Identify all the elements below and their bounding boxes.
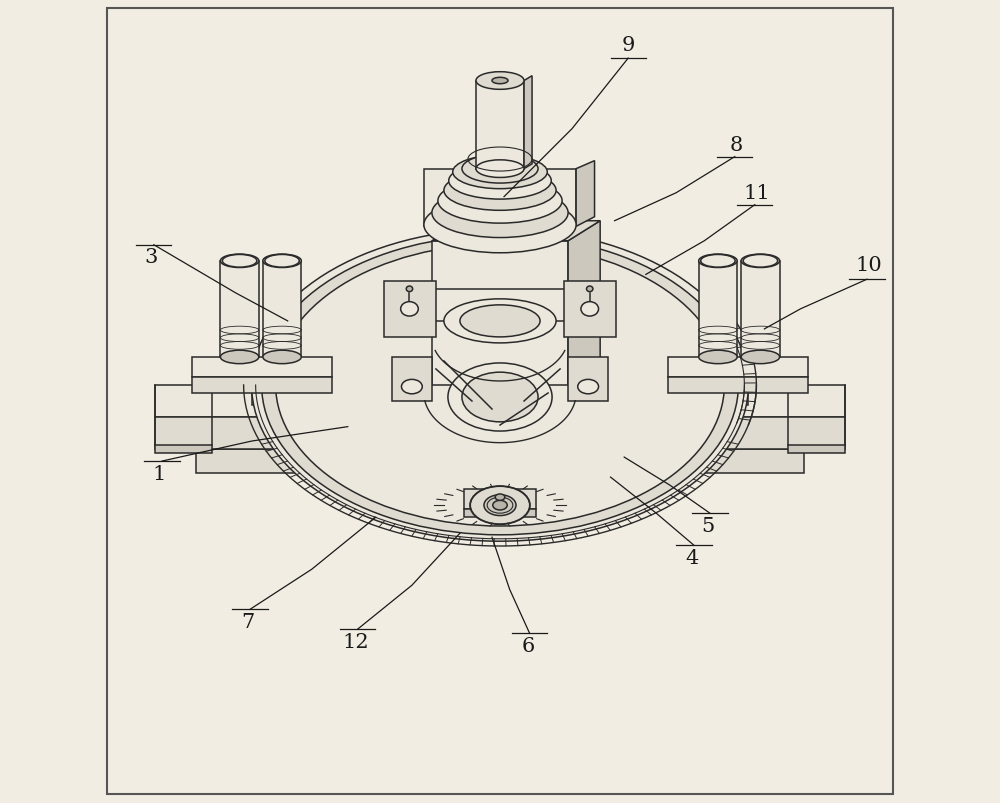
Bar bbox=[699, 262, 737, 357]
Ellipse shape bbox=[444, 171, 556, 211]
Polygon shape bbox=[252, 385, 748, 406]
Ellipse shape bbox=[699, 255, 737, 268]
Polygon shape bbox=[155, 385, 316, 418]
Polygon shape bbox=[444, 510, 556, 517]
Polygon shape bbox=[432, 222, 600, 242]
Ellipse shape bbox=[462, 155, 538, 184]
Ellipse shape bbox=[449, 163, 551, 200]
Ellipse shape bbox=[401, 302, 418, 316]
Text: 6: 6 bbox=[521, 636, 535, 655]
Ellipse shape bbox=[476, 161, 524, 178]
Ellipse shape bbox=[220, 255, 259, 268]
Text: 9: 9 bbox=[622, 36, 635, 55]
Ellipse shape bbox=[587, 287, 593, 292]
Polygon shape bbox=[576, 161, 595, 227]
Polygon shape bbox=[464, 510, 536, 517]
Polygon shape bbox=[192, 357, 332, 377]
Polygon shape bbox=[684, 418, 845, 450]
Ellipse shape bbox=[495, 495, 505, 501]
Text: 8: 8 bbox=[730, 136, 743, 155]
Polygon shape bbox=[196, 450, 804, 474]
Ellipse shape bbox=[699, 351, 737, 365]
Ellipse shape bbox=[460, 305, 540, 337]
Ellipse shape bbox=[743, 255, 778, 267]
Polygon shape bbox=[668, 377, 808, 393]
Polygon shape bbox=[568, 222, 600, 385]
Ellipse shape bbox=[252, 230, 748, 541]
Text: 1: 1 bbox=[153, 464, 166, 483]
Polygon shape bbox=[392, 357, 432, 402]
Bar bbox=[741, 262, 780, 357]
Text: 7: 7 bbox=[241, 612, 254, 631]
Ellipse shape bbox=[470, 487, 530, 524]
Polygon shape bbox=[155, 418, 316, 450]
Polygon shape bbox=[684, 385, 845, 418]
Ellipse shape bbox=[401, 380, 422, 394]
Text: 4: 4 bbox=[686, 548, 699, 567]
Text: 3: 3 bbox=[145, 248, 158, 267]
Ellipse shape bbox=[444, 300, 556, 344]
Ellipse shape bbox=[701, 255, 735, 267]
Ellipse shape bbox=[222, 255, 257, 267]
Polygon shape bbox=[564, 282, 616, 337]
Text: 11: 11 bbox=[743, 184, 770, 203]
Polygon shape bbox=[432, 242, 568, 385]
Ellipse shape bbox=[462, 373, 538, 422]
Ellipse shape bbox=[438, 179, 562, 224]
Polygon shape bbox=[424, 169, 576, 227]
Polygon shape bbox=[668, 357, 808, 377]
Bar bbox=[220, 262, 259, 357]
Ellipse shape bbox=[265, 255, 299, 267]
Polygon shape bbox=[444, 377, 556, 385]
Ellipse shape bbox=[220, 351, 259, 365]
Polygon shape bbox=[524, 76, 532, 169]
Ellipse shape bbox=[741, 255, 780, 268]
Polygon shape bbox=[384, 282, 436, 337]
Polygon shape bbox=[420, 474, 580, 514]
Text: 5: 5 bbox=[702, 516, 715, 535]
Polygon shape bbox=[788, 446, 845, 454]
Ellipse shape bbox=[432, 189, 568, 238]
Ellipse shape bbox=[406, 287, 413, 292]
Polygon shape bbox=[196, 418, 804, 450]
Polygon shape bbox=[192, 377, 332, 393]
Ellipse shape bbox=[453, 156, 547, 190]
Ellipse shape bbox=[276, 245, 724, 526]
Polygon shape bbox=[476, 81, 524, 169]
Ellipse shape bbox=[581, 302, 599, 316]
Text: 10: 10 bbox=[855, 256, 882, 275]
Text: 12: 12 bbox=[342, 632, 369, 651]
Ellipse shape bbox=[262, 236, 738, 535]
Ellipse shape bbox=[493, 501, 507, 511]
Ellipse shape bbox=[492, 78, 508, 84]
Polygon shape bbox=[464, 490, 536, 510]
Ellipse shape bbox=[578, 380, 599, 394]
Ellipse shape bbox=[484, 495, 516, 516]
Ellipse shape bbox=[448, 364, 552, 431]
Ellipse shape bbox=[263, 255, 301, 268]
Ellipse shape bbox=[263, 351, 301, 365]
Polygon shape bbox=[420, 450, 580, 474]
Bar bbox=[263, 262, 301, 357]
Ellipse shape bbox=[476, 72, 524, 90]
Ellipse shape bbox=[741, 351, 780, 365]
Ellipse shape bbox=[424, 198, 576, 254]
Polygon shape bbox=[155, 446, 212, 454]
Polygon shape bbox=[420, 385, 580, 418]
Polygon shape bbox=[568, 357, 608, 402]
